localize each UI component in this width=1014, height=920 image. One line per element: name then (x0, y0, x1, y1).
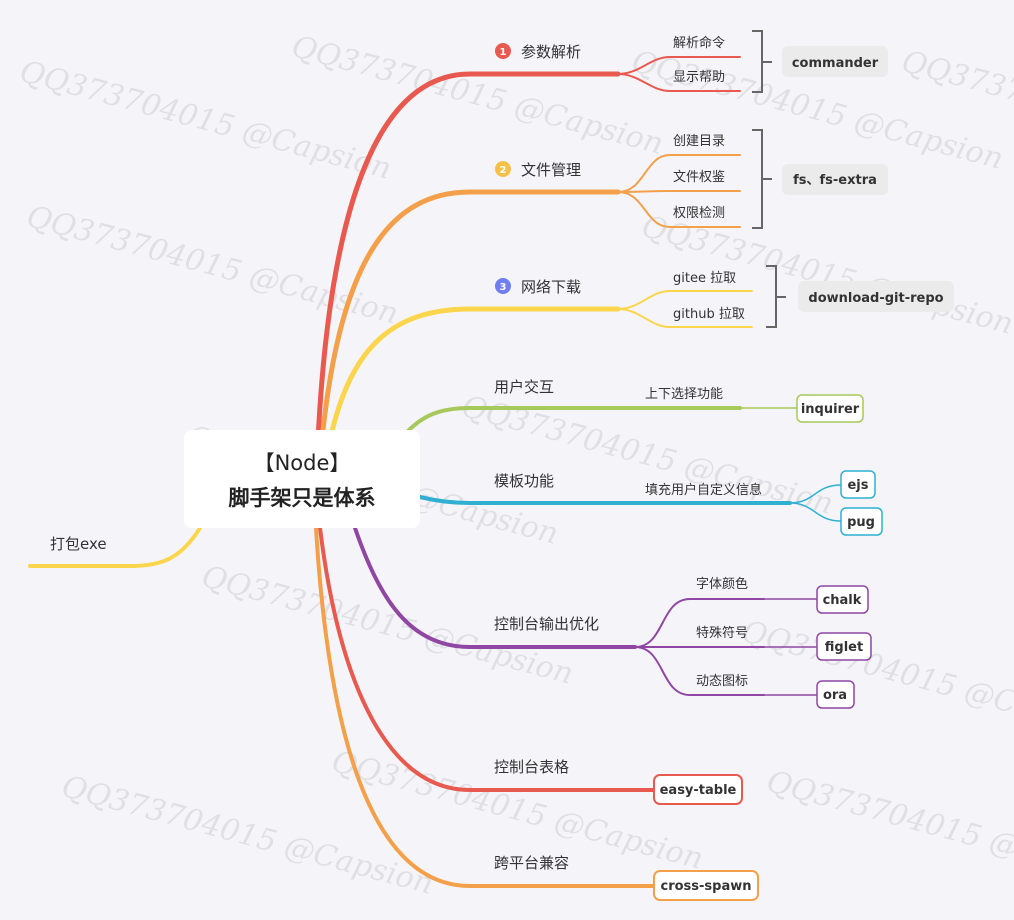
tag-inquirer[interactable]: inquirer (796, 394, 864, 423)
connector-sub (617, 308, 753, 328)
tag-commander[interactable]: commander (782, 46, 888, 77)
branch-label: 控制台输出优化 (494, 615, 599, 633)
branch-7[interactable]: 控制台表格 (494, 758, 569, 776)
tag-label: chalk (823, 593, 862, 608)
tag-label: pug (847, 515, 875, 530)
connector-branch-2 (319, 189, 621, 443)
tag-label: inquirer (801, 402, 860, 417)
tag-label: download-git-repo (808, 291, 943, 306)
branch-label: 网络下载 (521, 278, 581, 296)
connector-branch-3 (327, 306, 621, 443)
tag-easy-table[interactable]: easy-table (653, 774, 743, 805)
tag-label: easy-table (660, 783, 737, 798)
sub-item: 填充用户自定义信息 (645, 482, 762, 498)
sub-item: github 拉取 (673, 307, 745, 322)
connector-branch-8 (314, 526, 656, 888)
branch-4[interactable]: 用户交互 上下选择功能 (494, 378, 723, 402)
branch-label: 用户交互 (494, 378, 554, 396)
branch-label: 文件管理 (521, 161, 581, 179)
branch-8[interactable]: 跨平台兼容 (494, 854, 569, 872)
tag-cross-spawn[interactable]: cross-spawn (653, 870, 759, 901)
branch-label: 控制台表格 (494, 758, 569, 776)
connector-left (28, 526, 202, 568)
tag-label: commander (792, 56, 879, 71)
connector-sub (617, 190, 741, 193)
sub-item: 特殊符号 (696, 625, 748, 641)
root-title-line2: 脚手架只是体系 (229, 486, 376, 510)
sub-item: 权限检测 (673, 205, 725, 221)
branch-label: 模板功能 (494, 472, 554, 490)
branch-label-left: 打包exe (50, 535, 107, 553)
watermark: QQ373704015 @Capsion (763, 764, 1014, 897)
connector-branch-6 (353, 526, 637, 649)
connector-sub (617, 56, 741, 75)
badge-3 (495, 278, 511, 294)
tag-label: ora (823, 688, 847, 703)
connector-layer (28, 56, 842, 888)
connector-branch-5 (418, 495, 792, 505)
watermark: QQ373704015 @Capsion (738, 614, 1014, 747)
connector-branch-1 (315, 71, 621, 443)
sub-item: 字体颜色 (696, 576, 748, 592)
connector-sub (617, 191, 741, 228)
branch-label: 跨平台兼容 (494, 854, 569, 872)
root-node[interactable]: 【Node】 脚手架只是体系 (184, 430, 420, 528)
connector-branch-7 (318, 526, 656, 792)
tag-fs-extra[interactable]: fs、fs-extra (782, 164, 888, 195)
sub-item: 显示帮助 (673, 70, 725, 85)
badge-2 (495, 161, 511, 177)
connector-sub (617, 154, 741, 193)
tag-download-git-repo[interactable]: download-git-repo (798, 281, 954, 312)
connector-sub (617, 290, 753, 310)
branch-5[interactable]: 模板功能 填充用户自定义信息 (494, 472, 762, 498)
badge-2-number: 2 (500, 165, 507, 176)
connector-tag (789, 484, 842, 504)
tag-label: figlet (825, 640, 863, 655)
brackets (752, 30, 786, 328)
tag-label: fs、fs-extra (793, 173, 877, 188)
sub-item: 解析命令 (673, 35, 725, 51)
branch-2[interactable]: 2 文件管理 创建目录 文件权鉴 权限检测 (495, 134, 725, 221)
sub-item: 创建目录 (673, 134, 725, 149)
tag-ora[interactable]: ora (816, 680, 855, 709)
connector-sub (634, 598, 765, 648)
branch-3[interactable]: 3 网络下载 gitee 拉取 github 拉取 (495, 271, 745, 322)
branch-label: 参数解析 (521, 43, 581, 61)
connector-tag (789, 502, 842, 522)
connector-sub (634, 646, 765, 696)
root-title-line1: 【Node】 (254, 451, 351, 475)
tag-ejs[interactable]: ejs (840, 470, 876, 499)
connector-sub (617, 73, 741, 92)
tag-label: cross-spawn (661, 879, 752, 894)
badge-1-number: 1 (500, 47, 507, 58)
left-branch[interactable]: 打包exe (50, 535, 107, 553)
badge-3-number: 3 (500, 282, 507, 293)
badge-1 (495, 43, 511, 59)
sub-item: 文件权鉴 (673, 169, 725, 185)
tag-pug[interactable]: pug (840, 507, 883, 536)
tag-chalk[interactable]: chalk (816, 585, 869, 614)
branch-6[interactable]: 控制台输出优化 字体颜色 特殊符号 动态图标 (494, 576, 748, 689)
sub-item: 动态图标 (696, 674, 748, 689)
bracket-1 (752, 30, 772, 93)
branch-1[interactable]: 1 参数解析 解析命令 显示帮助 (495, 35, 725, 85)
tag-figlet[interactable]: figlet (816, 632, 872, 661)
sub-item: 上下选择功能 (645, 387, 723, 402)
sub-item: gitee 拉取 (673, 271, 736, 286)
bracket-3 (766, 265, 786, 328)
tag-label: ejs (847, 478, 868, 493)
bracket-2 (752, 129, 772, 229)
